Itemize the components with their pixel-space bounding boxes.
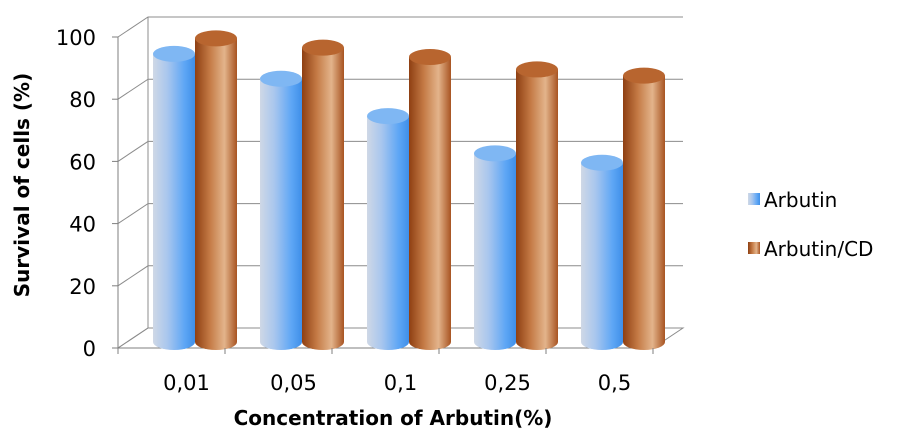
bar-arbutin-cd-4 <box>623 67 665 351</box>
legend: Arbutin Arbutin/CD <box>748 188 873 261</box>
bar-arbutin-4 <box>581 154 623 350</box>
bars <box>153 30 665 351</box>
gridlines <box>117 16 683 349</box>
gridline <box>117 78 683 100</box>
bar-arbutin-cd-1 <box>302 39 344 350</box>
bar-arbutin-1 <box>260 70 302 350</box>
x-axis-title: Concentration of Arbutin(%) <box>234 406 553 430</box>
gridline <box>117 16 683 38</box>
x-axis-ticks: 0,01 0,05 0,1 0,25 0,5 <box>117 348 654 395</box>
bar-arbutin-2 <box>367 108 409 350</box>
x-tick-label: 0,5 <box>598 371 631 395</box>
y-tick-label: 0 <box>83 337 96 361</box>
bar-arbutin-cd-2 <box>409 48 451 351</box>
bar-arbutin-3 <box>474 145 516 350</box>
y-tick-label: 40 <box>69 213 96 237</box>
legend-swatch-arbutin-cd <box>748 242 760 254</box>
y-tick-label: 60 <box>69 150 96 174</box>
legend-label-arbutin: Arbutin <box>764 188 837 212</box>
x-tick-label: 0,05 <box>270 371 317 395</box>
bar-arbutin-0 <box>153 45 195 350</box>
y-tick-label: 100 <box>56 26 96 50</box>
y-axis-ticks: 0 20 40 60 80 100 <box>56 26 118 361</box>
legend-swatch-arbutin <box>748 193 760 205</box>
y-axis-title: Survival of cells (%) <box>10 73 34 297</box>
x-tick-label: 0,25 <box>484 371 531 395</box>
bar-arbutin-cd-0 <box>195 30 237 350</box>
x-tick-label: 0,01 <box>163 371 210 395</box>
x-tick-label: 0,1 <box>384 371 417 395</box>
gridline <box>117 140 683 162</box>
bar-arbutin-cd-3 <box>516 61 558 351</box>
y-tick-label: 80 <box>69 88 96 112</box>
y-tick-label: 20 <box>69 275 96 299</box>
legend-label-arbutin-cd: Arbutin/CD <box>764 237 873 261</box>
